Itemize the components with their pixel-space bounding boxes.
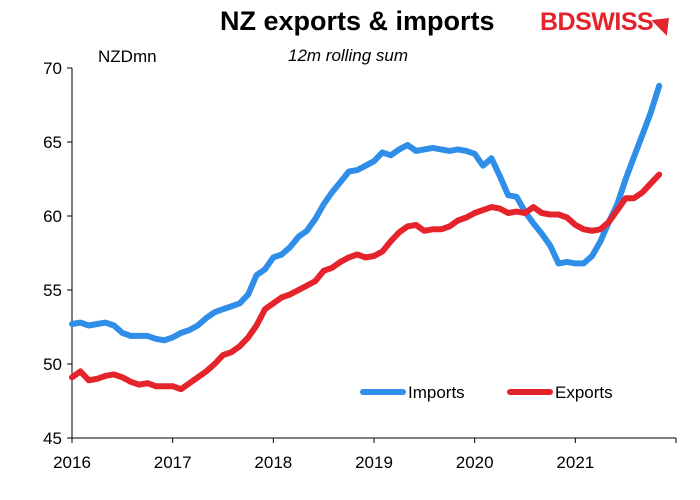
chart-subtitle: 12m rolling sum — [288, 46, 408, 65]
legend: Imports Exports — [360, 383, 613, 402]
x-tick-label: 2019 — [355, 453, 393, 472]
brand-logo: BDSWISS — [540, 8, 677, 37]
x-tick-label: 2018 — [254, 453, 292, 472]
y-axis-unit-label: NZDmn — [98, 47, 157, 66]
y-tick-label: 55 — [43, 281, 62, 300]
y-tick-label: 60 — [43, 207, 62, 226]
brand-logo-text: BDSWISS — [540, 8, 654, 36]
legend-label-exports: Exports — [555, 383, 613, 402]
series-line-exports — [69, 171, 663, 393]
y-tick-label: 50 — [43, 355, 62, 374]
legend-label-imports: Imports — [408, 383, 465, 402]
y-tick-label: 70 — [43, 59, 62, 78]
chart-title: NZ exports & imports — [220, 6, 495, 36]
y-tick-label: 65 — [43, 133, 62, 152]
y-tick-label: 45 — [43, 429, 62, 448]
x-tick-label: 2021 — [556, 453, 594, 472]
series-layer — [69, 82, 663, 393]
x-tick-label: 2016 — [53, 453, 91, 472]
x-tick-label: 2020 — [456, 453, 494, 472]
series-line-imports — [69, 82, 663, 344]
x-tick-label: 2017 — [154, 453, 192, 472]
